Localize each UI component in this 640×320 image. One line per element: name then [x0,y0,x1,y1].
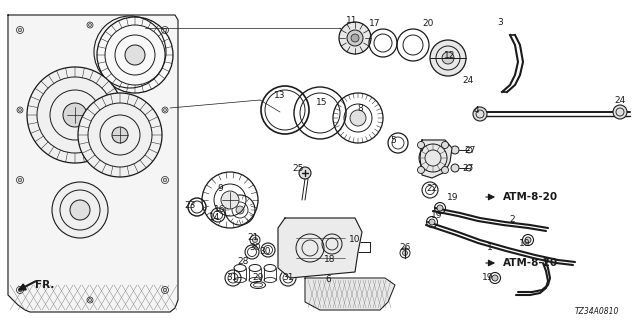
Circle shape [351,34,359,42]
Circle shape [442,166,449,173]
Text: 23: 23 [184,201,196,210]
Circle shape [63,103,87,127]
Circle shape [221,191,239,209]
Text: 26: 26 [399,244,411,252]
Text: 27: 27 [464,146,476,155]
Circle shape [19,108,22,111]
Circle shape [163,178,167,182]
Text: 22: 22 [426,183,438,193]
Circle shape [442,141,449,148]
Polygon shape [8,15,178,312]
Text: 19: 19 [447,194,459,203]
Circle shape [163,108,166,111]
Text: 6: 6 [325,276,331,284]
Text: TZ34A0810: TZ34A0810 [575,308,620,316]
Circle shape [430,40,466,76]
Text: 24: 24 [462,76,474,84]
Text: 27: 27 [462,164,474,172]
Circle shape [19,28,22,32]
Text: 31: 31 [282,274,294,283]
Circle shape [350,110,366,126]
Text: 30: 30 [249,244,260,252]
Text: 16: 16 [214,205,226,214]
Text: 31: 31 [227,274,237,283]
Text: 15: 15 [316,98,328,107]
Text: 10: 10 [349,236,361,244]
Circle shape [112,127,128,143]
Text: ATM-8-20: ATM-8-20 [503,258,558,268]
Text: 19: 19 [519,238,531,247]
Text: 13: 13 [275,91,285,100]
Text: 1: 1 [487,244,493,252]
Text: 9: 9 [217,183,223,193]
Text: 25: 25 [292,164,304,172]
Circle shape [97,17,173,93]
Circle shape [19,288,22,292]
Text: 24: 24 [614,95,626,105]
Circle shape [70,200,90,220]
Circle shape [525,237,531,243]
Circle shape [88,23,92,27]
Circle shape [473,107,487,121]
Circle shape [451,164,459,172]
Circle shape [429,219,435,225]
Text: 8: 8 [357,103,363,113]
Polygon shape [278,218,362,278]
Text: 7: 7 [419,143,425,153]
Text: 3: 3 [497,18,503,27]
Circle shape [437,205,443,211]
Polygon shape [420,140,452,178]
Text: 5: 5 [390,135,396,145]
Circle shape [88,299,92,301]
Text: 30: 30 [259,247,271,257]
Circle shape [417,166,424,173]
Text: 17: 17 [369,19,381,28]
Circle shape [163,288,167,292]
Circle shape [299,167,311,179]
Circle shape [19,178,22,182]
Text: 2: 2 [509,215,515,225]
Circle shape [347,30,363,46]
Circle shape [253,237,257,243]
Text: ATM-8-20: ATM-8-20 [503,192,558,202]
Circle shape [78,93,162,177]
Text: FR.: FR. [35,280,54,290]
Text: 19: 19 [431,211,443,220]
Text: 29: 29 [252,274,264,283]
Polygon shape [305,278,395,310]
Text: 28: 28 [237,258,249,267]
Text: 12: 12 [444,51,456,60]
Circle shape [236,206,244,214]
Circle shape [417,141,424,148]
Circle shape [613,105,627,119]
Circle shape [339,22,371,54]
Circle shape [403,251,408,255]
Text: 4: 4 [473,106,479,115]
Circle shape [125,45,145,65]
Text: 11: 11 [346,15,358,25]
Circle shape [492,275,498,281]
Circle shape [442,52,454,64]
Circle shape [451,146,459,154]
Circle shape [27,67,123,163]
Text: 20: 20 [422,19,434,28]
Text: 19: 19 [483,274,493,283]
Circle shape [52,182,108,238]
Text: 21: 21 [247,233,259,242]
Circle shape [163,28,167,32]
Text: 18: 18 [324,255,336,265]
Text: 14: 14 [209,213,221,222]
